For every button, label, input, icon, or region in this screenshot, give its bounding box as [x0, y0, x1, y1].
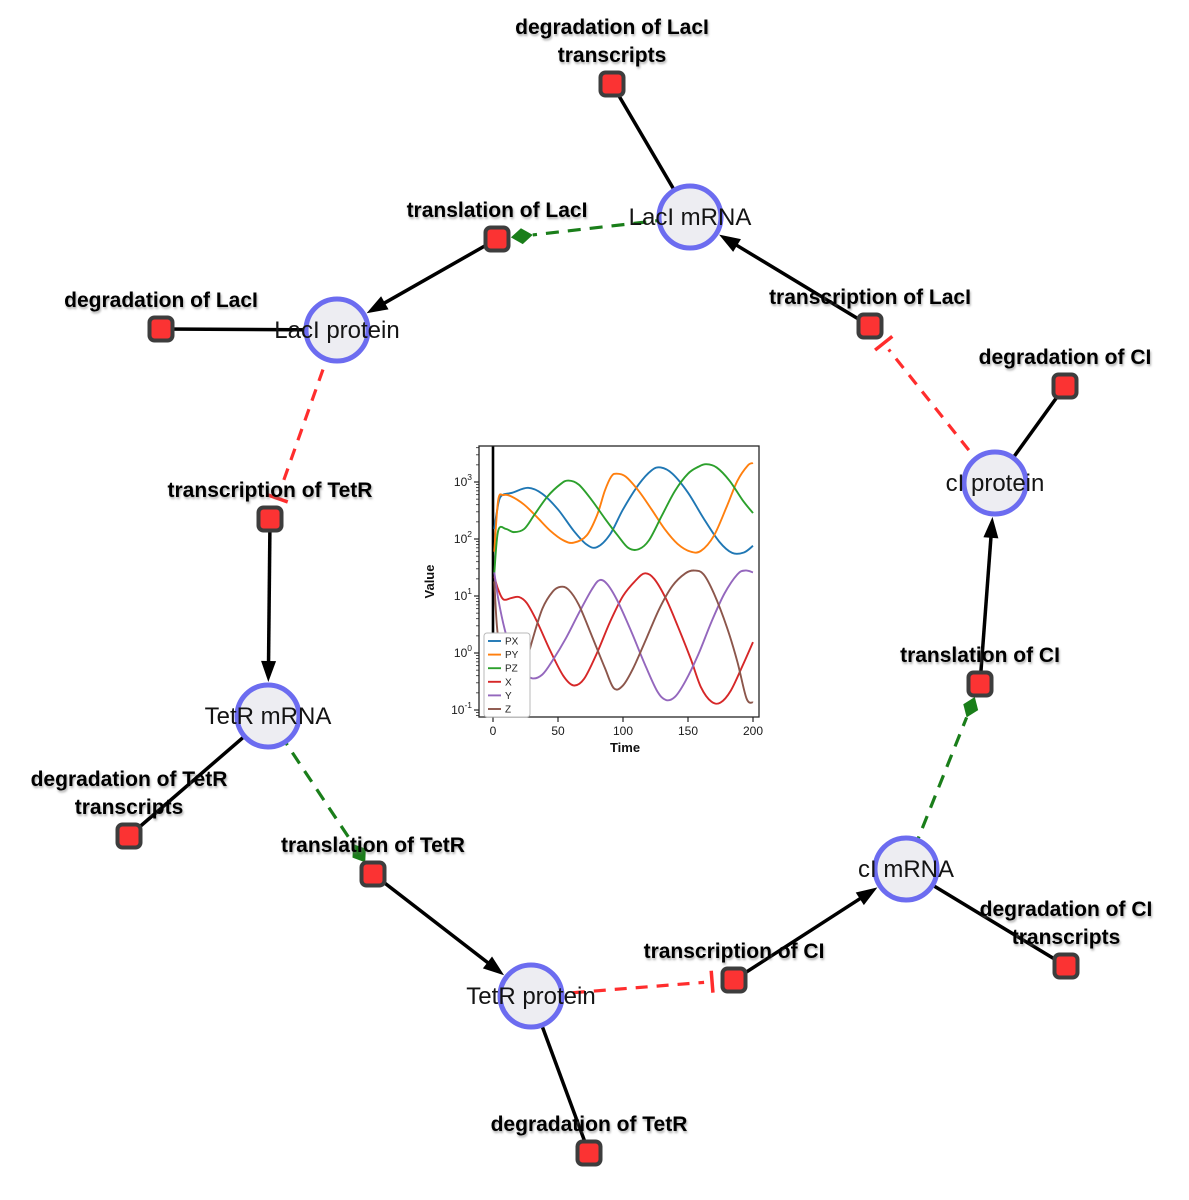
reaction-translation-of-tetr — [359, 860, 387, 888]
nodes-layer — [115, 70, 1080, 1167]
chart-x-axis-label: Time — [610, 740, 640, 755]
edge-modifier-laci_mrna-r_transl_laci-diamond — [510, 228, 533, 245]
species-ci-protein-label: cI protein — [946, 470, 1045, 497]
legend-entry-PX: PX — [505, 637, 519, 648]
series-PY-line — [493, 462, 754, 554]
reaction-transcription-of-laci-label-line1: transcription of LacI — [769, 286, 971, 309]
edge-inhibition-laci_protein-r_txn_tetr-tee — [266, 492, 289, 504]
chart-legend: PX PY PZ XYZ — [483, 632, 531, 718]
x-tick-label-200: 200 — [743, 724, 763, 738]
reaction-degradation-of-ci-transcripts-label-line2: transcripts — [1012, 926, 1121, 949]
reaction-translation-of-laci-label-line1: translation of LacI — [407, 199, 588, 222]
edge-production-r_transl_tetr-tetr_protein-arrowhead — [482, 956, 505, 976]
species-laci-mrna — [656, 183, 724, 251]
edge-production-r_txn_tetr-tetr_mrna-arrowhead — [261, 660, 277, 683]
reaction-degradation-of-tetr-transcripts — [115, 822, 143, 850]
species-laci-mrna-label: LacI mRNA — [629, 204, 752, 231]
edge-production-r_txn_laci-laci_mrna-arrowhead — [719, 234, 741, 252]
species-tetr-protein-label: TetR protein — [466, 983, 595, 1010]
reaction-translation-of-ci — [966, 670, 994, 698]
species-ci-mrna-label: cI mRNA — [858, 856, 954, 883]
reaction-degradation-of-tetr-transcripts-label-line2: transcripts — [75, 796, 184, 819]
edge-production-r_txn_ci-ci_mrna — [733, 895, 864, 982]
edge-production-r_txn_tetr-tetr_mrna — [266, 518, 272, 665]
species-laci-protein — [303, 296, 371, 364]
reaction-transcription-of-ci-label-line1: transcription of CI — [644, 940, 825, 963]
edge-production-r_txn_laci-laci_mrna — [733, 242, 871, 328]
reaction-degradation-of-ci-label-line1: degradation of CI — [979, 346, 1152, 369]
reaction-degradation-of-tetr — [575, 1139, 603, 1167]
chart-frame — [478, 445, 760, 718]
x-tick-label-0: 0 — [490, 724, 497, 738]
reaction-degradation-of-laci-transcripts-label-line2: transcripts — [558, 44, 667, 67]
reaction-degradation-of-laci-transcripts-label-line1: degradation of LacI — [515, 16, 709, 39]
reaction-transcription-of-ci — [720, 966, 748, 994]
reaction-transcription-of-tetr — [256, 505, 284, 533]
reaction-transcription-of-tetr-label-line1: transcription of TetR — [168, 479, 373, 502]
edge-production-r_transl_tetr-tetr_protein — [371, 872, 491, 966]
edge-production-r_transl_laci-laci_protein-arrowhead — [366, 296, 389, 314]
edge-modifier-tetr_mrna-r_transl_tetr-diamond — [352, 844, 366, 863]
species-tetr-mrna-label: TetR mRNA — [205, 703, 332, 730]
legend-entry-Y: Y — [505, 691, 512, 702]
inset-chart: 0 50 100 150 20010310210110010-1TimeValuePXP… — [422, 445, 763, 755]
y-tick-label-1e-1: 10-1 — [451, 700, 472, 717]
reaction-degradation-of-ci — [1051, 372, 1079, 400]
legend-entry-X: X — [505, 677, 512, 688]
edge-production-r_txn_ci-ci_mrna-arrowhead — [855, 887, 878, 906]
edge-production-r_transl_laci-laci_protein — [381, 237, 498, 306]
legend-entry-PZ: PZ — [505, 664, 518, 675]
reaction-translation-of-ci-label-line1: translation of CI — [900, 644, 1060, 667]
edge-production-r_transl_ci-ci_protein-arrowhead — [983, 516, 999, 539]
species-laci-protein-label: LacI protein — [274, 317, 399, 344]
reaction-degradation-of-laci-transcripts — [598, 70, 626, 98]
species-tetr-protein — [497, 962, 565, 1030]
reaction-translation-of-tetr-label-line1: translation of TetR — [281, 834, 465, 857]
y-tick-label-1e1: 101 — [454, 586, 472, 603]
reaction-degradation-of-ci-transcripts — [1052, 952, 1080, 980]
reaction-degradation-of-tetr-label-line1: degradation of TetR — [491, 1113, 688, 1136]
y-tick-label-1e3: 103 — [454, 472, 472, 489]
reaction-degradation-of-ci-transcripts-label-line1: degradation of CI — [980, 898, 1153, 921]
series-X-line — [493, 572, 754, 705]
y-tick-label-1e0: 100 — [454, 643, 472, 660]
species-ci-mrna — [872, 835, 940, 903]
reaction-degradation-of-laci — [147, 315, 175, 343]
x-tick-label-50: 50 — [551, 724, 565, 738]
labels-layer: LacI mRNA LacI protein TetR mRNA TetR prote… — [31, 16, 1153, 1136]
edge-inhibition-tetr_protein-r_txn_ci-tee — [709, 970, 715, 993]
legend-entry-PY: PY — [505, 650, 519, 661]
x-tick-label-150: 150 — [678, 724, 698, 738]
species-ci-protein — [961, 449, 1029, 517]
legend-entry-Z: Z — [505, 705, 511, 716]
edge-modifier-ci_mrna-r_transl_ci-diamond — [963, 696, 979, 718]
series-PX-line — [493, 466, 754, 555]
reaction-translation-of-laci — [483, 225, 511, 253]
edge-inhibition-ci_protein-r_txn_laci-tee — [874, 334, 894, 352]
reaction-transcription-of-laci — [856, 312, 884, 340]
reaction-degradation-of-laci-label-line1: degradation of LacI — [64, 289, 258, 312]
reaction-degradation-of-tetr-transcripts-label-line1: degradation of TetR — [31, 768, 228, 791]
edge-production-r_transl_ci-ci_protein — [978, 534, 993, 685]
chart-y-axis-label: Value — [422, 565, 437, 599]
y-tick-label-1e2: 102 — [454, 529, 472, 546]
species-tetr-mrna — [234, 682, 302, 750]
series-PZ-line — [493, 463, 754, 574]
x-tick-label-100: 100 — [613, 724, 633, 738]
